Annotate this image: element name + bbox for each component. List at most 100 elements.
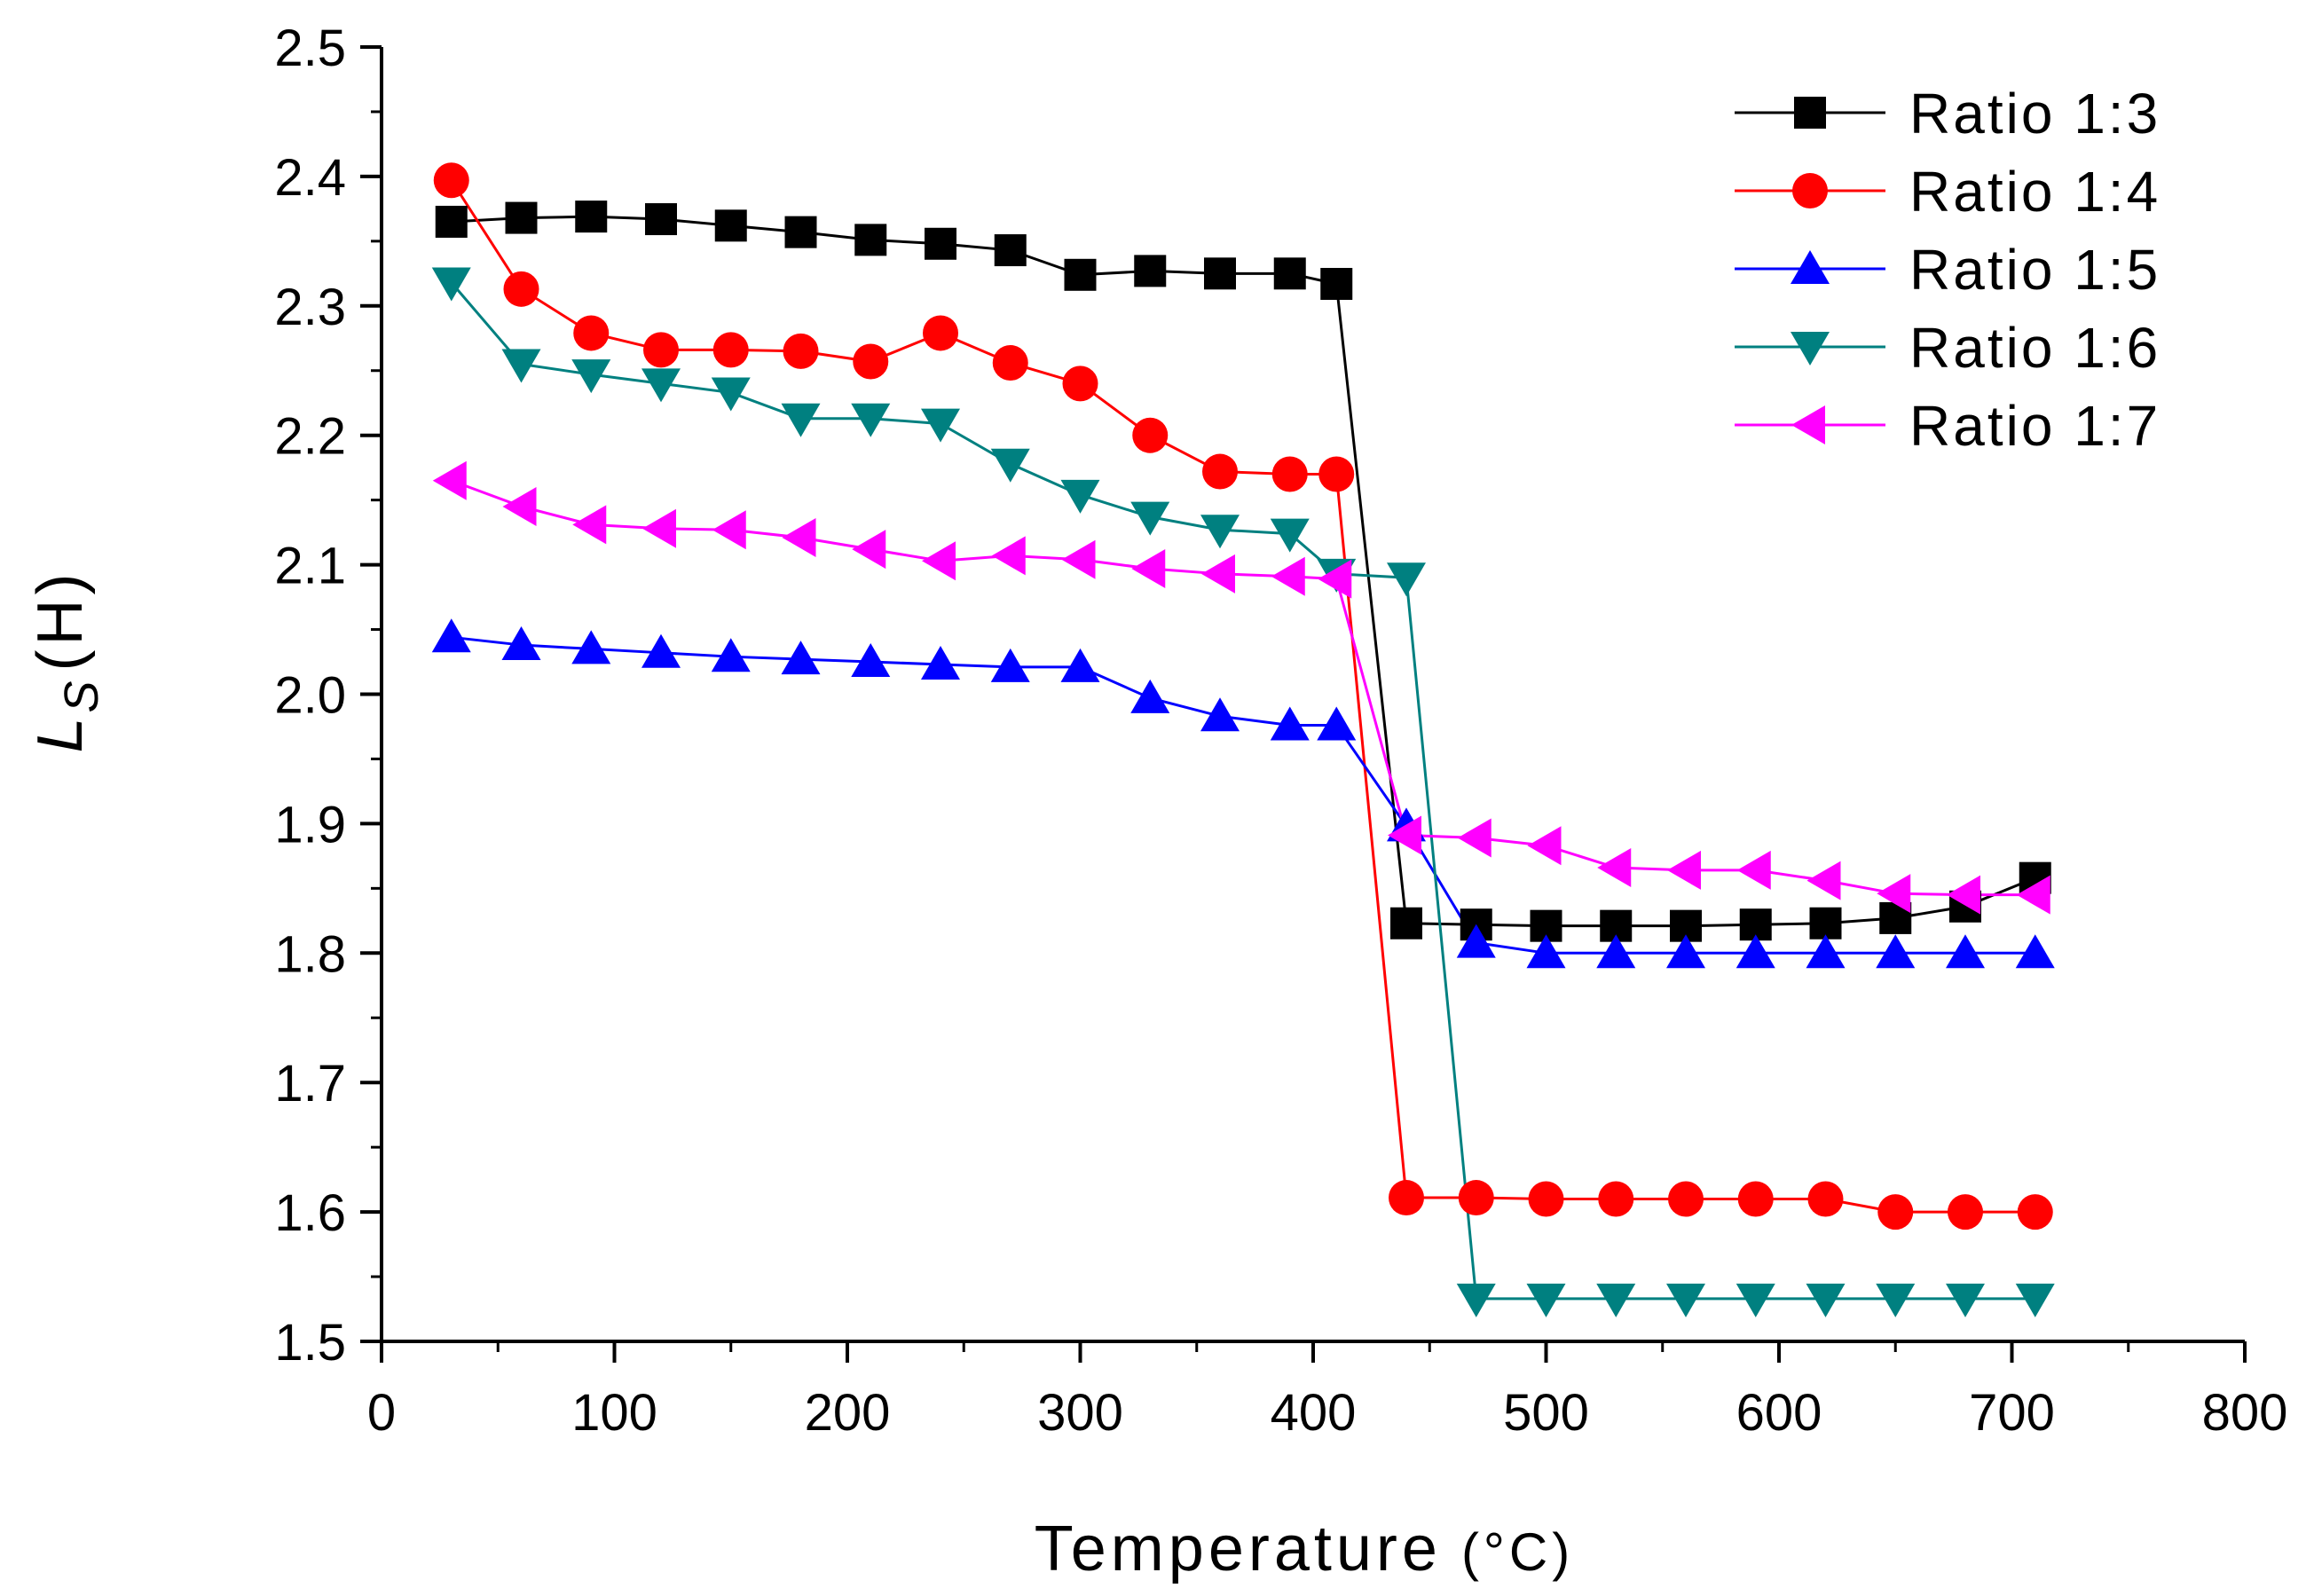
data-point-ratio-1-5 xyxy=(2015,934,2055,969)
x-tick-label: 200 xyxy=(805,1384,891,1442)
data-point-ratio-1-6 xyxy=(501,349,541,383)
x-tick-label: 100 xyxy=(571,1384,657,1442)
data-point-ratio-1-4 xyxy=(1948,1194,1983,1230)
data-point-ratio-1-5 xyxy=(1526,934,1566,969)
data-point-ratio-1-4 xyxy=(853,343,889,380)
data-point-ratio-1-3 xyxy=(505,201,538,234)
data-point-ratio-1-3 xyxy=(575,200,608,233)
data-point-ratio-1-4 xyxy=(1271,456,1308,492)
y-tick-label: 2.1 xyxy=(274,538,346,595)
data-point-ratio-1-3 xyxy=(1390,907,1422,940)
data-point-ratio-1-4 xyxy=(643,332,679,368)
y-axis-title-subscript: S xyxy=(55,676,108,712)
data-point-ratio-1-4 xyxy=(1528,1181,1564,1217)
x-tick-label: 800 xyxy=(2202,1384,2288,1442)
y-tick-label: 2.5 xyxy=(274,20,346,77)
data-point-ratio-1-7 xyxy=(2016,875,2050,915)
data-point-ratio-1-3 xyxy=(645,203,677,236)
data-point-ratio-1-6 xyxy=(711,377,751,412)
legend: Ratio 1:3 Ratio 1:4 Ratio 1:5 Ratio 1:6 Rati… xyxy=(1735,82,2161,458)
data-point-ratio-1-3 xyxy=(1320,267,1353,300)
data-point-ratio-1-5 xyxy=(1876,934,1916,969)
data-point-ratio-1-7 xyxy=(1318,559,1352,599)
data-point-ratio-1-6 xyxy=(1130,501,1170,536)
data-point-ratio-1-7 xyxy=(1131,548,1166,588)
data-point-ratio-1-7 xyxy=(1527,826,1562,866)
data-point-ratio-1-7 xyxy=(1806,861,1841,900)
data-point-ratio-1-7 xyxy=(642,508,676,548)
y-tick-label: 2.3 xyxy=(274,279,346,336)
data-point-ratio-1-4 xyxy=(503,271,539,307)
data-point-ratio-1-4 xyxy=(1807,1181,1844,1217)
data-point-ratio-1-6 xyxy=(990,448,1030,483)
data-point-ratio-1-4 xyxy=(923,315,958,351)
data-point-ratio-1-6 xyxy=(851,403,891,437)
data-point-ratio-1-4 xyxy=(1458,1180,1494,1216)
data-point-ratio-1-3 xyxy=(784,216,817,248)
data-point-ratio-1-3 xyxy=(994,234,1027,267)
data-point-ratio-1-5 xyxy=(431,618,471,653)
data-point-ratio-1-7 xyxy=(991,536,1026,576)
data-point-ratio-1-4 xyxy=(1062,366,1098,402)
x-axis-title: Temperature (°C) xyxy=(1035,1513,1575,1584)
y-tick-label: 1.6 xyxy=(274,1184,346,1242)
data-point-ratio-1-6 xyxy=(781,403,821,437)
y-tick-label: 1.8 xyxy=(274,925,346,983)
data-point-ratio-1-6 xyxy=(1200,515,1240,549)
data-point-ratio-1-7 xyxy=(1947,875,1980,915)
data-point-ratio-1-6 xyxy=(1876,1283,1916,1317)
data-point-ratio-1-3 xyxy=(854,224,887,256)
x-tick-label: 500 xyxy=(1503,1384,1589,1442)
y-tick-label: 2.4 xyxy=(274,149,346,207)
data-point-ratio-1-4 xyxy=(1202,453,1238,490)
data-point-ratio-1-5 xyxy=(1270,706,1310,741)
data-point-ratio-1-4 xyxy=(1598,1181,1634,1217)
x-axis-title-unit: (°C) xyxy=(1461,1522,1574,1582)
data-point-ratio-1-4 xyxy=(573,315,610,351)
data-point-ratio-1-5 xyxy=(990,648,1030,682)
data-point-ratio-1-7 xyxy=(432,460,467,500)
data-point-ratio-1-5 xyxy=(571,630,611,664)
data-point-ratio-1-5 xyxy=(1060,648,1100,682)
data-point-ratio-1-6 xyxy=(2015,1283,2055,1317)
y-tick-label: 1.7 xyxy=(274,1055,346,1112)
data-point-ratio-1-3 xyxy=(435,205,468,238)
y-axis-title-symbol: L xyxy=(25,712,96,752)
data-point-ratio-1-7 xyxy=(572,505,607,545)
legend-label-ratio-1-7: Ratio 1:7 xyxy=(1909,394,2161,458)
series-line-ratio-1-5 xyxy=(451,635,2035,955)
data-point-ratio-1-4 xyxy=(1737,1181,1774,1217)
data-point-ratio-1-4 xyxy=(992,344,1028,381)
y-tick-label: 1.5 xyxy=(274,1314,346,1372)
data-point-ratio-1-6 xyxy=(1806,1283,1846,1317)
y-axis-title-unit: (H) xyxy=(25,569,96,671)
data-point-ratio-1-5 xyxy=(851,643,891,678)
data-point-ratio-1-7 xyxy=(1877,874,1911,914)
data-point-ratio-1-5 xyxy=(1946,934,1985,969)
data-point-ratio-1-7 xyxy=(712,510,746,550)
data-point-ratio-1-5 xyxy=(1130,679,1170,713)
data-point-ratio-1-3 xyxy=(925,227,956,260)
legend-marker-ratio-1-5 xyxy=(1791,250,1830,284)
data-point-ratio-1-4 xyxy=(1877,1194,1914,1230)
data-point-ratio-1-6 xyxy=(1666,1283,1705,1317)
data-point-ratio-1-4 xyxy=(1318,456,1355,492)
data-point-ratio-1-5 xyxy=(1317,706,1357,741)
data-point-ratio-1-7 xyxy=(852,530,886,570)
data-point-ratio-1-4 xyxy=(1668,1181,1704,1217)
axes: 1.5 1.6 1.7 1.8 1.9 2.0 2.1 2.2 2.3 2.4 2.5 0 100 200… xyxy=(274,20,2287,1442)
legend-label-ratio-1-5: Ratio 1:5 xyxy=(1909,238,2161,302)
data-point-ratio-1-4 xyxy=(2017,1194,2053,1230)
data-point-ratio-1-3 xyxy=(1809,907,1842,940)
data-point-ratio-1-7 xyxy=(1271,556,1305,596)
data-point-ratio-1-7 xyxy=(1388,815,1421,855)
data-point-ratio-1-6 xyxy=(571,359,611,394)
data-point-ratio-1-7 xyxy=(782,517,816,557)
data-point-ratio-1-7 xyxy=(1061,539,1096,579)
data-point-ratio-1-6 xyxy=(1270,518,1310,553)
data-point-ratio-1-7 xyxy=(1597,848,1632,888)
data-point-ratio-1-5 xyxy=(711,638,751,672)
data-point-ratio-1-4 xyxy=(1132,417,1169,453)
x-tick-label: 0 xyxy=(367,1384,396,1442)
data-point-ratio-1-3 xyxy=(1064,258,1097,291)
